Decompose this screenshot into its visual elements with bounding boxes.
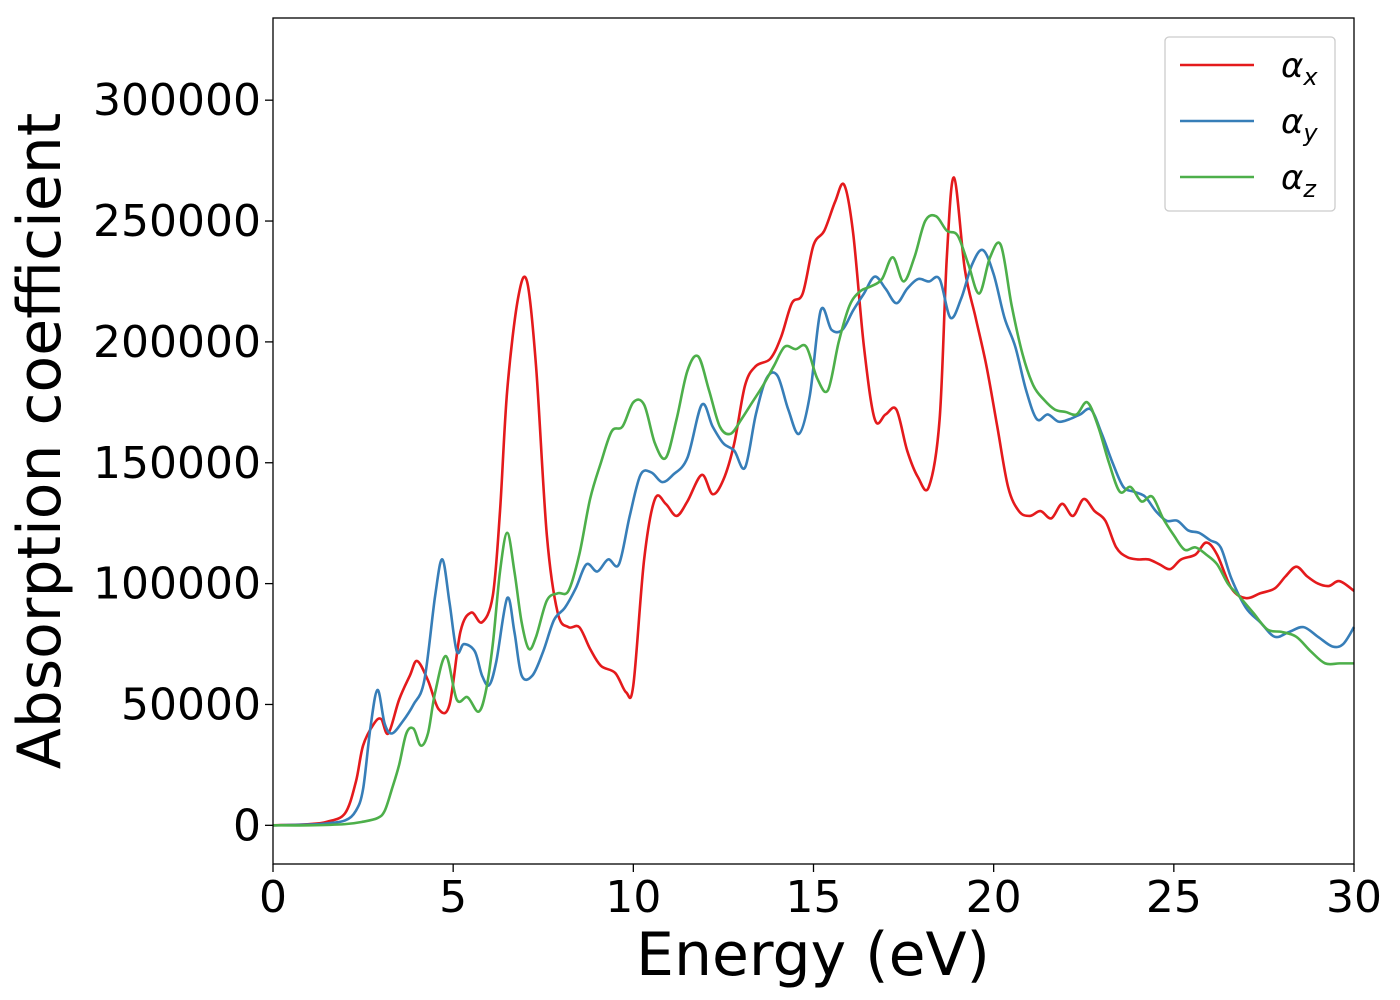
y-tick-label: 0: [233, 800, 261, 851]
y-tick-label: 300000: [93, 75, 261, 126]
x-tick-label: 5: [439, 872, 467, 923]
x-axis: 0 5 10 15 20 25 30: [259, 864, 1382, 923]
series-line-alpha-x: [272, 176, 1355, 827]
legend-label-alpha-z: αz: [1281, 158, 1317, 203]
series-line-alpha-z: [272, 213, 1354, 827]
x-tick-label: 20: [966, 872, 1022, 923]
x-axis-label: Energy (eV): [636, 920, 990, 990]
x-tick-label: 15: [786, 872, 842, 923]
y-tick-label: 250000: [93, 196, 261, 247]
y-tick-label: 150000: [93, 438, 261, 489]
legend: αx αy αz: [1164, 36, 1336, 212]
y-tick-label: 50000: [121, 679, 261, 730]
y-axis-label: Absorption coefficient: [5, 113, 75, 770]
series-line-alpha-y: [272, 248, 1356, 827]
y-tick-label: 100000: [93, 559, 261, 610]
x-tick-label: 30: [1326, 872, 1382, 923]
x-tick-label: 10: [605, 872, 661, 923]
legend-label-alpha-x: αx: [1281, 46, 1318, 91]
legend-frame: [1164, 36, 1336, 212]
y-tick-label: 200000: [93, 317, 261, 368]
x-tick-label: 25: [1146, 872, 1202, 923]
series-layer: [272, 176, 1356, 827]
x-tick-label: 0: [259, 872, 287, 923]
y-axis: 0 50000 100000 150000 200000 250000 300000: [93, 75, 273, 851]
legend-label-alpha-y: αy: [1281, 102, 1318, 147]
